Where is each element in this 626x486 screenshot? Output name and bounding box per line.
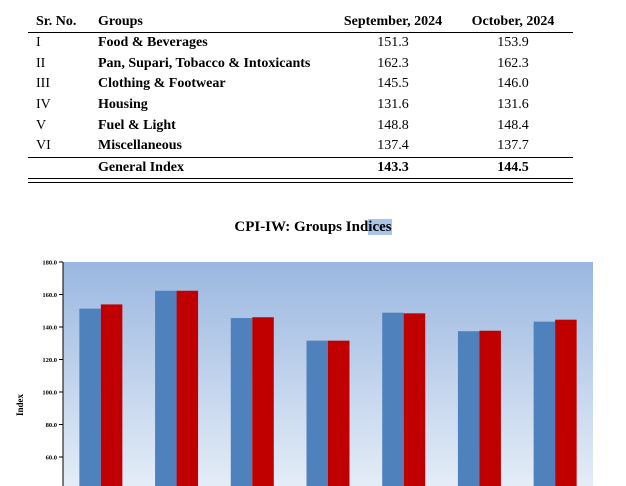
bar-october-7	[555, 319, 577, 486]
row-sep: 148.8	[377, 117, 409, 133]
total-label: General Index	[98, 156, 333, 179]
bar-october-5	[403, 313, 426, 486]
total-sr	[28, 156, 98, 179]
table-row: III Clothing & Footwear 145.5 146.0	[28, 74, 573, 95]
row-oct: 137.7	[497, 138, 529, 154]
bar-october-1	[100, 304, 123, 486]
y-tick-label: 120.0	[42, 357, 57, 364]
row-group: Housing	[98, 97, 148, 113]
row-sr: III	[36, 76, 50, 92]
bar-september-6	[457, 331, 480, 486]
bar-september-5	[382, 312, 404, 486]
general-index-row: General Index 143.3 144.5	[28, 156, 573, 179]
table-row: V Fuel & Light 148.8 148.4	[28, 115, 573, 136]
row-oct: 131.6	[497, 97, 529, 113]
total-oct: 144.5	[453, 156, 573, 179]
table-row: VI Miscellaneous 137.4 137.7	[28, 136, 573, 157]
row-oct: 162.3	[497, 55, 529, 71]
y-tick-label: 80.0	[46, 422, 57, 429]
row-group: Fuel & Light	[98, 117, 176, 133]
row-group: Pan, Supari, Tobacco & Intoxicants	[98, 55, 311, 71]
bar-september-7	[533, 321, 556, 486]
chart-title-main: CPI-IW: Groups Ind	[234, 219, 369, 235]
row-sep: 137.4	[377, 138, 409, 154]
cpi-bar-chart: 180.0 160.0 140.0 120.0 100.0 80.0 60.0 Index	[15, 260, 593, 486]
header-groups: Groups	[98, 12, 333, 33]
bar-october-3	[252, 317, 274, 486]
bar-september-4	[306, 340, 328, 486]
row-sep: 151.3	[377, 35, 409, 51]
bar-september-1	[79, 308, 101, 486]
table-header-row: Sr. No. Groups September, 2024 October, …	[28, 12, 573, 33]
header-sr-no: Sr. No.	[28, 12, 98, 33]
table-row: II Pan, Supari, Tobacco & Intoxicants 16…	[28, 54, 573, 75]
y-tick-label: 100.0	[42, 390, 57, 397]
row-sep: 162.3	[377, 55, 409, 71]
y-axis-label: Index	[15, 394, 25, 417]
row-sep: 145.5	[377, 76, 409, 92]
row-oct: 148.4	[497, 117, 529, 133]
total-sep: 143.3	[333, 156, 453, 179]
table-row: IV Housing 131.6 131.6	[28, 95, 573, 116]
chart-title: CPI-IW: Groups Indices	[0, 219, 626, 236]
bar-october-2	[176, 290, 199, 486]
row-group: Miscellaneous	[98, 138, 182, 154]
row-sr: I	[36, 35, 41, 51]
chart-title-highlight: ices	[368, 219, 392, 235]
y-tick-label: 140.0	[42, 325, 57, 332]
row-sr: VI	[36, 138, 51, 154]
header-october: October, 2024	[453, 12, 573, 33]
table-row: I Food & Beverages 151.3 153.9	[28, 33, 573, 54]
table-double-rule	[28, 178, 573, 183]
row-sr: V	[36, 117, 47, 133]
bar-october-4	[328, 340, 350, 486]
row-oct: 153.9	[497, 35, 529, 51]
row-group: Food & Beverages	[98, 35, 208, 51]
bar-september-3	[230, 318, 253, 486]
bar-october-6	[479, 330, 501, 486]
y-tick-label: 160.0	[42, 292, 57, 299]
row-sep: 131.6	[377, 97, 409, 113]
row-sr: IV	[36, 97, 51, 113]
y-tick-label: 60.0	[46, 455, 57, 462]
header-september: September, 2024	[333, 12, 453, 33]
row-group: Clothing & Footwear	[98, 76, 226, 92]
cpi-groups-table: Sr. No. Groups September, 2024 October, …	[28, 12, 573, 179]
bar-september-2	[155, 290, 177, 486]
row-sr: II	[36, 55, 46, 71]
y-tick-label: 180.0	[42, 260, 57, 267]
row-oct: 146.0	[497, 76, 529, 92]
